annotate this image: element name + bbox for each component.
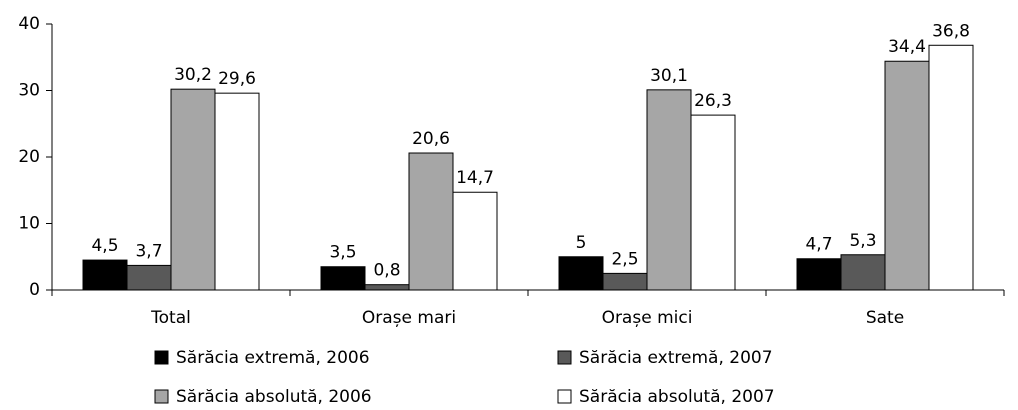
bar [170,88,216,291]
bar [364,284,410,291]
bar [690,114,736,291]
bar [840,254,886,291]
bar [884,60,930,291]
legend-swatch [154,350,169,365]
bar [796,258,842,291]
value-label: 5,3 [849,231,876,251]
value-label: 5 [576,233,587,253]
bar [928,44,974,291]
value-label: 2,5 [611,249,638,269]
y-tick-label: 0 [29,280,40,300]
bar [408,152,454,291]
x-tick-label: Total [150,308,191,328]
legend-label: Sărăcia absolută, 2006 [176,387,372,407]
x-tick-label: Orașe mici [602,308,693,328]
value-label: 4,7 [805,235,832,255]
y-tick-label: 40 [18,14,40,34]
value-label: 30,1 [650,66,688,86]
value-label: 3,7 [135,241,162,261]
bar [126,264,172,291]
value-label: 36,8 [932,21,970,41]
bar [452,191,498,291]
bar [602,272,648,291]
value-label: 4,5 [91,236,118,256]
value-label: 20,6 [412,129,450,149]
legend-label: Sărăcia extremă, 2007 [579,348,773,368]
value-label: 34,4 [888,37,926,57]
bar [646,89,692,291]
value-label: 14,7 [456,168,494,188]
legend-swatch [557,350,572,365]
value-label: 30,2 [174,65,212,85]
y-tick-label: 30 [18,81,40,101]
bar [82,259,128,291]
bar [214,92,260,291]
y-tick-label: 20 [18,147,40,167]
legend-label: Sărăcia extremă, 2006 [176,348,370,368]
y-tick-label: 10 [18,214,40,234]
legend-label: Sărăcia absolută, 2007 [579,387,775,407]
value-label: 0,8 [373,261,400,281]
bar [558,256,604,291]
legend-swatch [557,389,572,404]
x-tick-label: Orașe mari [362,308,456,328]
bar [320,266,366,291]
value-label: 3,5 [329,243,356,263]
x-tick-label: Sate [866,308,904,328]
value-label: 29,6 [218,69,256,89]
legend-swatch [154,389,169,404]
value-label: 26,3 [694,91,732,111]
